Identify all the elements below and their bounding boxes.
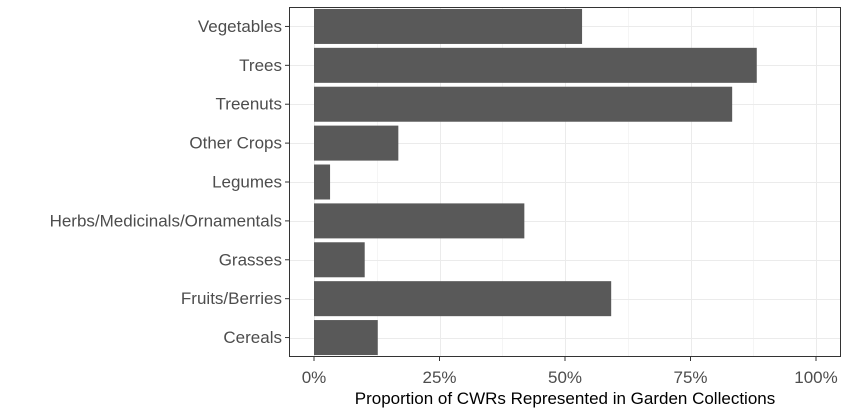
x-tick-label: 75% — [673, 368, 707, 387]
x-tick-label: 50% — [548, 368, 582, 387]
y-tick-label: Grasses — [219, 250, 282, 269]
bar-herbs-medicinals-ornamentals — [314, 203, 525, 239]
y-tick-label: Treenuts — [216, 95, 282, 114]
bar-vegetables — [314, 8, 583, 44]
bar-trees — [314, 47, 757, 83]
bar-fruits-berries — [314, 281, 612, 317]
y-axis-ticks: Cereals Fruits/Berries Grasses Herbs/Medici… — [50, 17, 289, 347]
y-tick-label: Herbs/Medicinals/Ornamentals — [50, 211, 282, 230]
x-tick-label: 0% — [302, 368, 327, 387]
bars — [314, 8, 757, 356]
bar-treenuts — [314, 86, 733, 122]
panel-border — [289, 7, 841, 357]
y-tick-label: Other Crops — [189, 134, 282, 153]
bar-other-crops — [314, 125, 399, 161]
bar-cereals — [314, 320, 378, 356]
x-tick-label: 25% — [422, 368, 456, 387]
bar-grasses — [314, 242, 365, 278]
x-axis-title: Proportion of CWRs Represented in Garden… — [355, 389, 775, 408]
y-tick-label: Cereals — [223, 328, 282, 347]
x-axis-ticks: 0% 25% 50% 75% 100% — [302, 357, 838, 387]
bar-legumes — [314, 164, 331, 200]
y-tick-label: Legumes — [212, 173, 282, 192]
y-tick-label: Trees — [239, 56, 282, 75]
y-tick-label: Vegetables — [198, 17, 282, 36]
x-tick-label: 100% — [794, 368, 837, 387]
y-tick-label: Fruits/Berries — [181, 289, 282, 308]
